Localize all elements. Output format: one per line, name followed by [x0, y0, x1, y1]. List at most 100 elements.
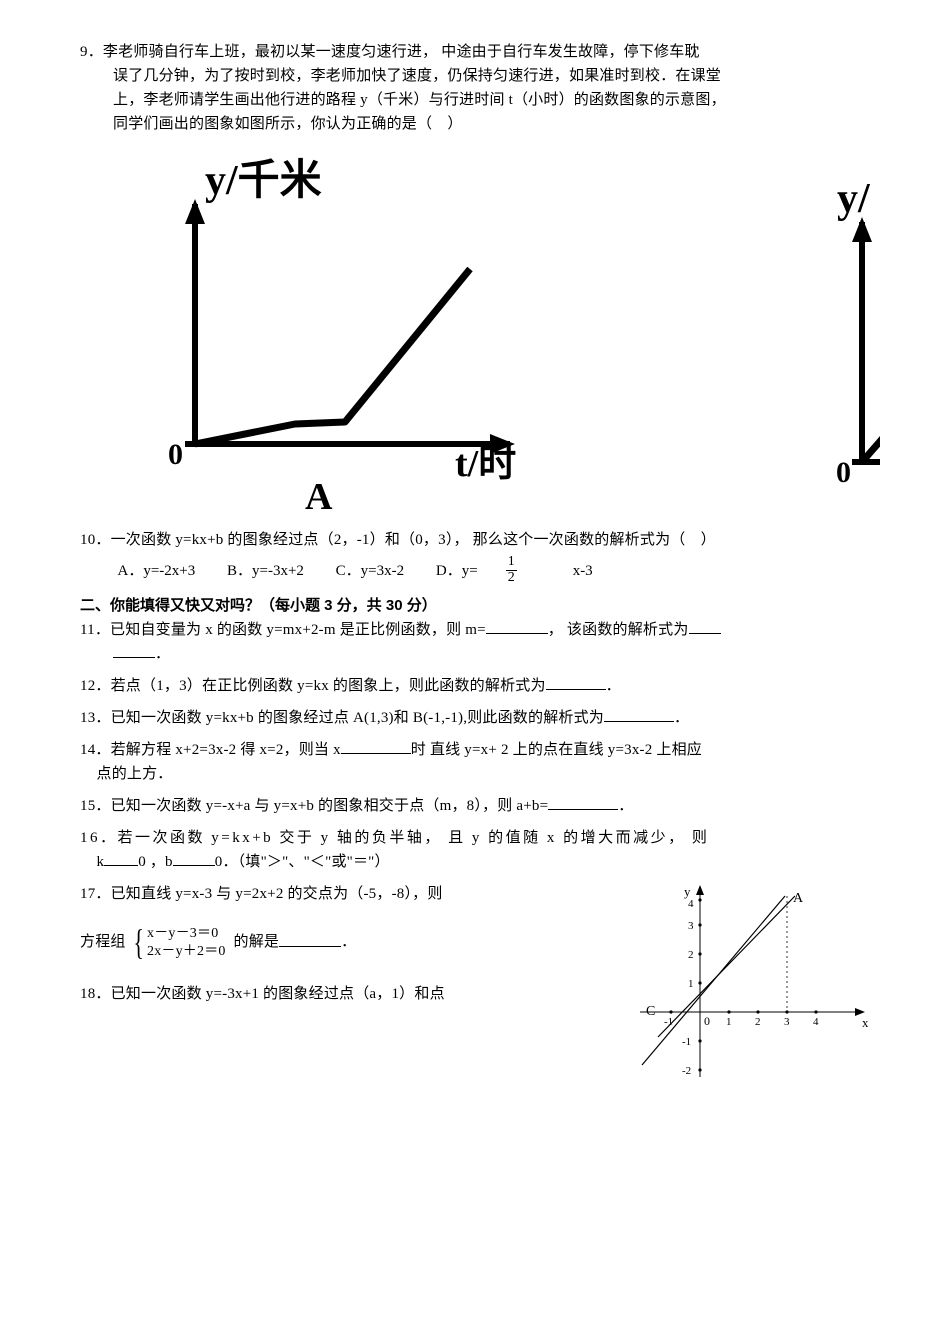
- q16-blank1: [104, 852, 138, 867]
- eq2-text: 2x－y＋2＝0: [147, 944, 226, 959]
- q14-t1: 若解方程 x+2=3x-2 得 x=2，则当 x: [111, 742, 341, 758]
- q17-18-row: 17．已知直线 y=x-3 与 y=2x+2 的交点为（-5，-8），则 方程组…: [80, 882, 880, 1090]
- q12-t1: 若点（1，3）在正比例函数 y=kx 的图象上，则此函数的解析式为: [111, 678, 546, 694]
- q9-num: 9．: [80, 44, 103, 60]
- svg-text:-2: -2: [682, 1065, 691, 1077]
- q11-t3: ．: [155, 646, 170, 662]
- q15-blank: [548, 796, 618, 811]
- q11-t2: ， 该函数的解析式为: [548, 622, 689, 638]
- question-17: 17．已知直线 y=x-3 与 y=2x+2 的交点为（-5，-8），则: [80, 882, 630, 906]
- mini-graph-svg: y x A C 0 1 2 3 4 -1 -2 -1: [630, 882, 880, 1082]
- mg-xticks: -1 1 2 3 4: [664, 1011, 819, 1029]
- q13-num: 13．: [80, 710, 111, 726]
- q14-t3: 点的上方．: [80, 766, 173, 782]
- graph-a-xlabel: t/时: [455, 443, 516, 485]
- graph-partial: y/ 0: [832, 162, 880, 522]
- question-11: 11．已知自变量为 x 的函数 y=mx+2-m 是正比例函数，则 m= ， 该函…: [80, 618, 880, 666]
- partial-ylabel: y/: [837, 176, 871, 222]
- partial-origin: 0: [836, 456, 851, 489]
- q12-blank: [546, 676, 606, 691]
- svg-text:1: 1: [726, 1016, 732, 1028]
- q11-num: 11．: [80, 622, 110, 638]
- q16-t2: k: [97, 854, 105, 870]
- q17-equations: x－y－3＝0 2x－y＋2＝0: [147, 925, 226, 961]
- graph-a: y/千米 0 t/时 A: [110, 144, 540, 522]
- mg-C: C: [646, 1004, 655, 1019]
- q16-blank2: [173, 852, 215, 867]
- mini-graph: y x A C 0 1 2 3 4 -1 -2 -1: [630, 882, 880, 1090]
- q15-t1: 已知一次函数 y=-x+a 与 y=x+b 的图象相交于点（m，8），则 a+b…: [111, 798, 549, 814]
- question-9: 9．李老师骑自行车上班，最初以某一速度匀速行进， 中途由于自行车发生故障，停下修…: [80, 40, 880, 136]
- q16-t3: 0 ，b: [138, 854, 173, 870]
- q17-eq1: x－y－3＝0: [147, 925, 226, 943]
- q13-t1: 已知一次函数 y=kx+b 的图象经过点 A(1,3)和 B(-1,-1),则此…: [111, 710, 604, 726]
- question-12: 12．若点（1，3）在正比例函数 y=kx 的图象上，则此函数的解析式为 ．: [80, 674, 880, 698]
- graph-row: y/千米 0 t/时 A y/ 0: [110, 144, 880, 522]
- q14-t2: 时 直线 y=x+ 2 上的点在直线 y=3x-2 上相应: [411, 742, 702, 758]
- y-arrow: [185, 199, 205, 224]
- q9-t1: 李老师骑自行车上班，最初以某一速度匀速行进， 中途由于自行车发生故障，停下修车耽: [103, 44, 700, 60]
- q14-blank: [341, 740, 411, 755]
- graph-a-svg: y/千米 0 t/时 A: [110, 144, 540, 514]
- section-2-header: 二、你能填得又快又对吗？（每小题 3 分，共 30 分）: [80, 594, 880, 618]
- q11-blank2b: [113, 644, 155, 659]
- q10-body: 一次函数 y=kx+b 的图象经过点（2，-1）和（0，3）， 那么这个一次函数…: [111, 532, 716, 548]
- mg-yarrow: [696, 885, 704, 895]
- mg-ylabel: y: [684, 884, 691, 899]
- svg-text:2: 2: [688, 949, 694, 961]
- graph-a-ylabel: y/千米: [205, 157, 322, 204]
- question-10: 10．一次函数 y=kx+b 的图象经过点（2，-1）和（0，3）， 那么这个一…: [80, 528, 880, 586]
- q18-num: 18．: [80, 986, 111, 1002]
- q15-t2: ．: [618, 798, 633, 814]
- q11-blank2a: [689, 620, 721, 635]
- q9-line4: 同学们画出的图象如图所示，你认为正确的是（ ）: [80, 112, 880, 136]
- q17-end: ．: [341, 935, 356, 951]
- q12-num: 12．: [80, 678, 111, 694]
- q10-C: C．y=3x-2: [336, 559, 404, 583]
- mg-origin: 0: [704, 1014, 710, 1028]
- q9-line3: 上，李老师请学生画出他行进的路程 y（千米）与行进时间 t（小时）的函数图象的示…: [80, 88, 880, 112]
- graph-a-curve: [195, 269, 470, 444]
- q17-eq2: 2x－y＋2＝0: [147, 943, 226, 961]
- q17-blank: [279, 932, 341, 947]
- svg-text:3: 3: [784, 1016, 790, 1028]
- q16-t1: 若一次函数 y=kx+b 交于 y 轴的负半轴， 且 y 的值随 x 的增大而减…: [118, 830, 710, 846]
- brace-icon: {: [133, 914, 143, 972]
- q14-num: 14．: [80, 742, 111, 758]
- q17-t1: 已知直线 y=x-3 与 y=2x+2 的交点为（-5，-8），则: [111, 886, 443, 902]
- svg-text:3: 3: [688, 920, 694, 932]
- q9-line2: 误了几分钟，为了按时到校，李老师加快了速度，仍保持匀速行进，如果准时到校．在课堂: [80, 64, 880, 88]
- frac-den: 2: [506, 571, 517, 586]
- q18-t1: 已知一次函数 y=-3x+1 的图象经过点（a，1）和点: [111, 986, 445, 1002]
- q12-t2: ．: [606, 678, 621, 694]
- question-18: 18．已知一次函数 y=-3x+1 的图象经过点（a，1）和点: [80, 982, 630, 1006]
- q15-num: 15．: [80, 798, 111, 814]
- q10-A: A．y=-2x+3: [118, 559, 196, 583]
- mg-yticks: 1 2 3 4 -1 -2: [682, 898, 702, 1077]
- q10-D-prefix: D．y=: [436, 559, 478, 583]
- graph-partial-svg: y/ 0: [832, 162, 880, 522]
- q17-sys: 方程组 { x－y－3＝0 2x－y＋2＝0 的解是 ．: [80, 914, 630, 972]
- mg-xlabel: x: [862, 1015, 869, 1030]
- question-13: 13．已知一次函数 y=kx+b 的图象经过点 A(1,3)和 B(-1,-1)…: [80, 706, 880, 730]
- q17-18-text: 17．已知直线 y=x-3 与 y=2x+2 的交点为（-5，-8），则 方程组…: [80, 882, 630, 1014]
- svg-text:-1: -1: [664, 1016, 673, 1028]
- svg-text:4: 4: [688, 898, 694, 910]
- q10-num: 10．: [80, 532, 111, 548]
- q16-t4: 0．（填"＞"、"＜"或"＝"）: [215, 854, 390, 870]
- q17-num: 17．: [80, 886, 111, 902]
- q10-options: A．y=-2x+3 B．y=-3x+2 C．y=3x-2 D．y=12x-3: [80, 556, 880, 586]
- svg-text:2: 2: [755, 1016, 761, 1028]
- q17-after: 的解是: [234, 935, 280, 951]
- q11-blank1: [486, 620, 548, 635]
- graph-a-option: A: [305, 476, 333, 514]
- question-15: 15．已知一次函数 y=-x+a 与 y=x+b 的图象相交于点（m，8），则 …: [80, 794, 880, 818]
- q10-D-frac: 12: [506, 555, 545, 585]
- q11-t1: 已知自变量为 x 的函数 y=mx+2-m 是正比例函数，则 m=: [110, 622, 486, 638]
- q10-text: 10．一次函数 y=kx+b 的图象经过点（2，-1）和（0，3）， 那么这个一…: [80, 528, 880, 552]
- question-16: 16．若一次函数 y=kx+b 交于 y 轴的负半轴， 且 y 的值随 x 的增…: [80, 826, 880, 874]
- q13-blank: [604, 708, 674, 723]
- q17-syslabel: 方程组: [80, 935, 126, 951]
- mg-A: A: [793, 891, 804, 906]
- origin-label: 0: [168, 438, 183, 471]
